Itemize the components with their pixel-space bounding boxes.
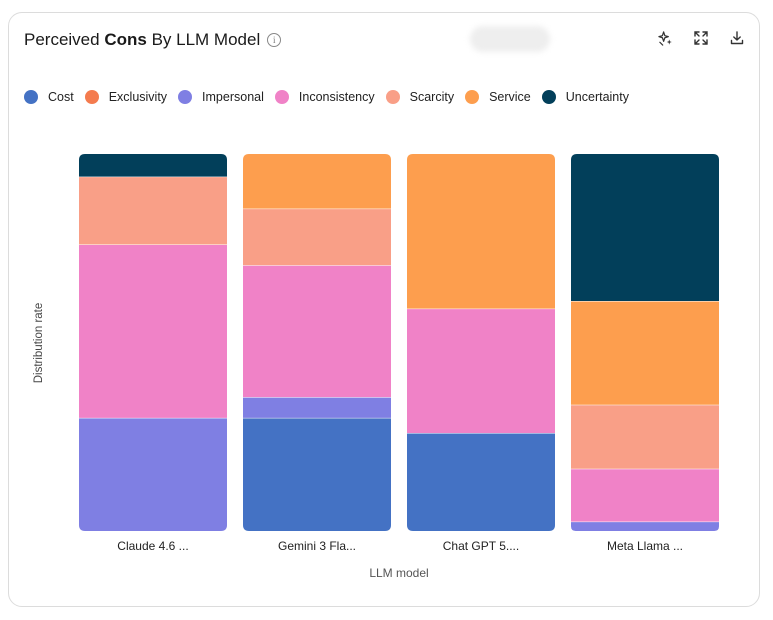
legend-swatch [178,90,193,104]
legend-label: Exclusivity [108,90,168,104]
bar-group[interactable] [407,154,555,531]
x-tick-label: Claude 4.6 ... [117,539,188,553]
legend-item-inconsistency[interactable]: Inconsistency [274,90,375,104]
bar-segment-scarcity[interactable] [243,208,391,266]
bar-segment-service[interactable] [571,301,719,405]
bar-segment-inconsistency[interactable] [243,265,391,398]
bar-segment-scarcity[interactable] [79,176,227,245]
chart-toolbar [657,30,745,46]
legend-label: Uncertainty [565,90,629,104]
legend-item-exclusivity[interactable]: Exclusivity [84,90,168,104]
chart-legend: Cost Exclusivity Impersonal Inconsistency Sc… [24,90,640,104]
legend-item-scarcity[interactable]: Scarcity [385,90,455,104]
legend-label: Impersonal [202,90,264,104]
legend-swatch [24,90,38,104]
legend-item-impersonal[interactable]: Impersonal [178,90,264,104]
bar-segment-inconsistency[interactable] [407,308,555,433]
legend-swatch [84,90,99,104]
bar-segment-uncertainty[interactable] [79,154,227,177]
bar-segment-scarcity[interactable] [571,404,719,469]
legend-label: Inconsistency [298,90,375,104]
bar-segment-inconsistency[interactable] [571,468,719,522]
x-tick-label: Meta Llama ... [607,539,683,553]
x-tick-label: Chat GPT 5.... [443,539,519,553]
legend-item-uncertainty[interactable]: Uncertainty [541,90,629,104]
bar-segment-cost[interactable] [243,417,391,531]
bar-segment-uncertainty[interactable] [571,154,719,302]
legend-swatch [385,90,400,104]
bar-group[interactable] [243,154,391,531]
info-icon[interactable]: i [267,33,282,47]
legend-label: Service [489,90,531,104]
sparkle-icon[interactable] [657,30,673,46]
bar-group[interactable] [571,154,719,531]
legend-label: Cost [48,90,74,104]
x-axis-label: LLM model [369,566,429,580]
bar-segment-impersonal[interactable] [243,397,391,418]
bar-segment-service[interactable] [407,154,555,309]
bar-segment-service[interactable] [243,154,391,209]
bar-segment-inconsistency[interactable] [79,244,227,418]
title-suffix: By LLM Model [151,30,261,49]
legend-item-service[interactable]: Service [465,90,531,104]
legend-label: Scarcity [409,90,455,104]
title-bold: Cons [104,30,147,49]
bar-group[interactable] [79,154,227,531]
legend-item-cost[interactable]: Cost [24,90,74,104]
x-tick-label: Gemini 3 Fla... [278,539,356,553]
title-prefix: Perceived [24,30,100,49]
legend-swatch [274,90,289,104]
download-icon[interactable] [729,30,745,46]
bar-segment-impersonal[interactable] [571,521,719,531]
expand-icon[interactable] [693,30,709,46]
chart-title: Perceived Cons By LLM Model i [24,30,282,50]
bar-segment-impersonal[interactable] [79,417,227,531]
blurred-filter-pill[interactable] [470,26,550,52]
legend-swatch [541,90,556,104]
bar-segment-cost[interactable] [407,432,555,531]
legend-swatch [465,90,480,104]
